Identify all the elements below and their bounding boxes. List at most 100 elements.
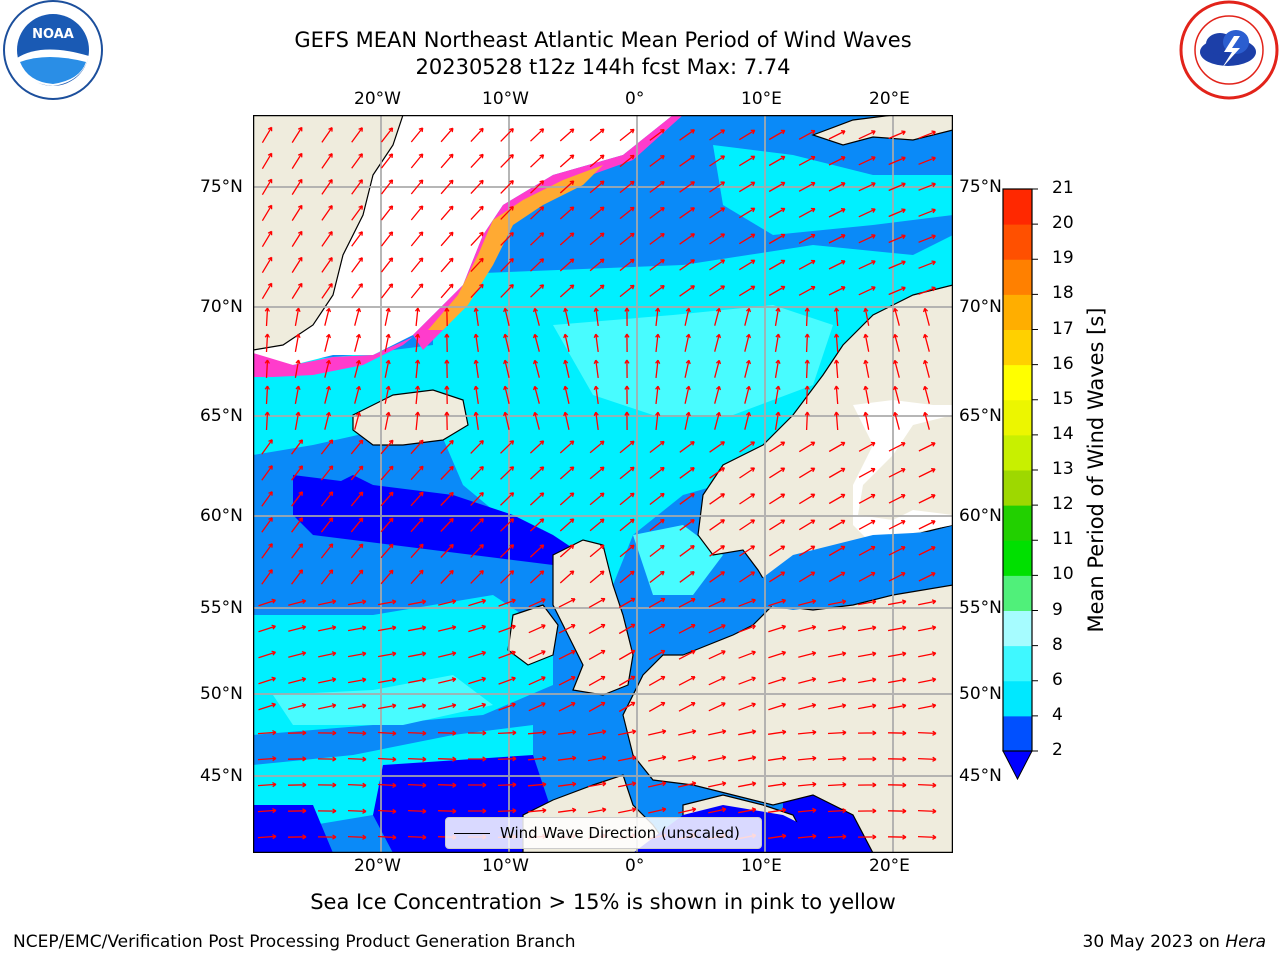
- wind-arrow: [768, 624, 787, 633]
- wind-arrow: [918, 546, 936, 556]
- colorbar-segment: [1003, 224, 1032, 260]
- wind-arrow: [288, 702, 307, 710]
- colorbar-segment: [1003, 259, 1032, 295]
- wind-arrow: [768, 650, 787, 659]
- wind-arrow: [769, 545, 786, 557]
- wind-arrow: [922, 411, 930, 430]
- wind-arrow: [738, 781, 757, 788]
- wind-arrow: [354, 411, 362, 430]
- wind-arrow: [563, 411, 570, 430]
- wind-arrow: [798, 702, 817, 710]
- wind-arrow: [738, 233, 756, 245]
- wind-arrow: [347, 599, 367, 606]
- wind-arrow: [738, 129, 756, 141]
- wind-arrow: [587, 781, 607, 788]
- wind-arrow: [918, 234, 936, 243]
- wind-arrow: [559, 154, 575, 168]
- wind-arrow: [798, 129, 816, 140]
- wind-arrow: [410, 283, 424, 299]
- wind-arrow: [684, 385, 691, 404]
- wind-arrow: [347, 756, 367, 762]
- wind-arrow: [264, 307, 270, 327]
- wind-arrow: [261, 439, 273, 455]
- wind-arrow: [887, 730, 907, 736]
- wind-arrow: [318, 677, 337, 684]
- wind-arrow: [384, 385, 391, 404]
- wind-arrow: [500, 205, 514, 220]
- wind-arrow: [678, 729, 697, 736]
- wind-arrow: [500, 570, 515, 584]
- wind-arrow: [678, 781, 697, 788]
- wind-arrow: [798, 233, 816, 244]
- wind-arrow: [619, 206, 635, 220]
- wind-arrow: [648, 675, 666, 686]
- wind-arrow: [828, 519, 846, 531]
- wind-arrow: [294, 333, 301, 353]
- footer-date-text: 30 May 2023 on: [1082, 932, 1226, 952]
- wind-arrow: [649, 518, 665, 532]
- wind-arrow: [768, 729, 787, 735]
- wind-arrow: [384, 411, 391, 430]
- lon-tick-top: 20°E: [869, 89, 910, 109]
- wind-arrow: [709, 285, 726, 297]
- wind-arrow: [922, 359, 930, 378]
- wind-arrow: [679, 285, 695, 297]
- wind-arrow: [440, 231, 454, 247]
- wind-arrow: [559, 180, 575, 194]
- wind-arrow: [498, 598, 516, 607]
- wind-arrow: [589, 180, 605, 194]
- wind-arrow: [318, 599, 337, 606]
- period-6-8-region: [273, 305, 833, 725]
- wind-arrow: [828, 234, 846, 244]
- wind-arrow: [470, 543, 484, 558]
- wind-arrow: [470, 569, 484, 584]
- wind-arrow: [798, 571, 816, 583]
- wind-arrow: [470, 283, 484, 299]
- wind-arrow: [532, 307, 540, 326]
- wind-arrow: [918, 677, 937, 684]
- wind-arrow: [714, 385, 722, 404]
- wind-arrow: [530, 284, 545, 298]
- wind-arrow: [588, 623, 606, 634]
- wind-arrow: [563, 307, 570, 326]
- wind-arrow: [351, 257, 363, 273]
- wind-arrow: [769, 467, 786, 479]
- wind-arrow: [774, 385, 781, 405]
- wind-arrow: [261, 517, 273, 533]
- wind-arrow: [918, 156, 936, 165]
- wind-arrow: [377, 625, 397, 632]
- wind-arrow: [798, 441, 816, 453]
- wind-arrow: [438, 703, 457, 710]
- wind-arrow: [377, 730, 397, 736]
- wind-arrow: [563, 333, 570, 352]
- wind-arrow: [324, 333, 332, 352]
- wind-arrow: [377, 834, 397, 840]
- wind-arrow: [470, 153, 484, 169]
- footer-credit: NCEP/EMC/Verification Post Processing Pr…: [13, 932, 576, 952]
- wind-arrow: [768, 781, 787, 787]
- wind-arrow: [679, 207, 695, 219]
- wind-arrow: [828, 441, 846, 453]
- wind-arrow: [679, 233, 695, 245]
- wind-arrow: [739, 467, 756, 479]
- wind-arrow: [410, 257, 424, 273]
- wind-arrow: [833, 385, 840, 405]
- wind-arrow: [440, 205, 454, 221]
- colorbar: [1002, 188, 1038, 781]
- lat-tick-left: 55°N: [200, 598, 243, 618]
- wind-arrow: [588, 649, 606, 660]
- wind-arrow: [559, 492, 575, 506]
- wind-arrow: [410, 517, 424, 533]
- wind-arrow: [294, 385, 301, 405]
- wind-arrow: [318, 703, 337, 710]
- wind-arrow: [655, 359, 661, 378]
- wind-arrow: [473, 411, 479, 430]
- wind-arrow: [888, 571, 906, 582]
- wind-arrow: [804, 333, 810, 353]
- colorbar-segment: [1003, 645, 1032, 682]
- wind-arrow: [618, 755, 637, 762]
- wind-arrow: [384, 359, 391, 378]
- wind-arrow: [892, 359, 900, 378]
- wind-arrow: [649, 492, 665, 506]
- wind-arrow: [679, 441, 695, 453]
